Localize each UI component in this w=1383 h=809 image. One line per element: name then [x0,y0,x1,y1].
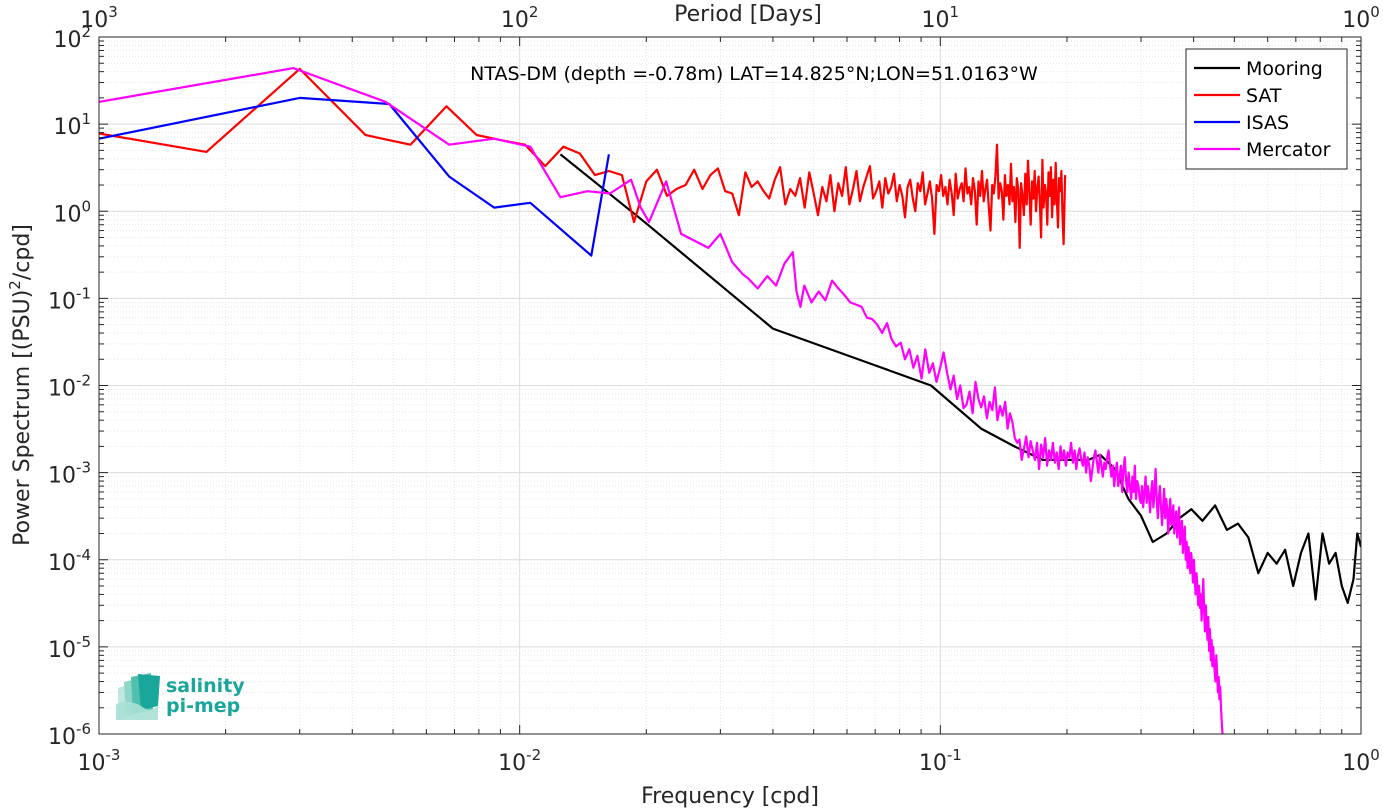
y-axis-label: Power Spectrum [(PSU)2/cpd] [6,224,35,546]
y-tick-label: 102 [53,23,91,53]
series-line-isas [99,96,610,257]
x-tick-label: 10-2 [498,746,541,776]
y-axis-label-tail: /cpd] [10,224,35,280]
y-tick-label: 10-6 [48,720,91,750]
x-axis-label: Frequency [cpd] [641,784,819,809]
y-tick-label: 100 [53,197,91,227]
top-tick-label: 101 [922,3,960,33]
logo-line1: salinity [166,675,245,697]
grid-lines [98,37,1361,735]
y-axis-label-main: Power Spectrum [(PSU) [10,290,35,546]
x-tick-label: 100 [1342,746,1380,776]
legend-label: SAT [1246,85,1282,107]
series-line-sat [99,67,1067,249]
legend-label: Mooring [1246,58,1323,80]
legend: Mooring SAT ISAS Mercator [1185,48,1348,170]
y-axis-label-sup: 2 [6,280,24,290]
y-tick-label: 10-2 [48,372,91,402]
chart-title: NTAS-DM (depth =-0.78m) LAT=14.825°N;LON… [470,63,1038,85]
top-tick-label: 103 [80,3,118,33]
series-layer [99,67,1361,734]
top-x-axis-label: Period [Days] [674,2,822,27]
top-tick-label: 102 [501,3,539,33]
salinity-pi-mep-logo: salinity pi-mep [116,673,245,720]
legend-label: Mercator [1246,139,1331,161]
logo-line2: pi-mep [166,695,240,717]
y-tick-label: 10-3 [48,459,91,489]
logo-mark [116,673,160,720]
legend-label: ISAS [1246,112,1289,134]
tick-marks [98,36,1362,735]
x-tick-label: 10-1 [919,746,962,776]
top-tick-label: 100 [1342,3,1380,33]
x-tick-label: 10-3 [78,746,121,776]
y-tick-label: 10-5 [48,633,91,663]
y-tick-label: 10-1 [48,284,91,314]
y-tick-label: 101 [53,110,91,140]
y-tick-label: 10-4 [48,546,91,576]
series-line-mercator [99,67,1224,734]
